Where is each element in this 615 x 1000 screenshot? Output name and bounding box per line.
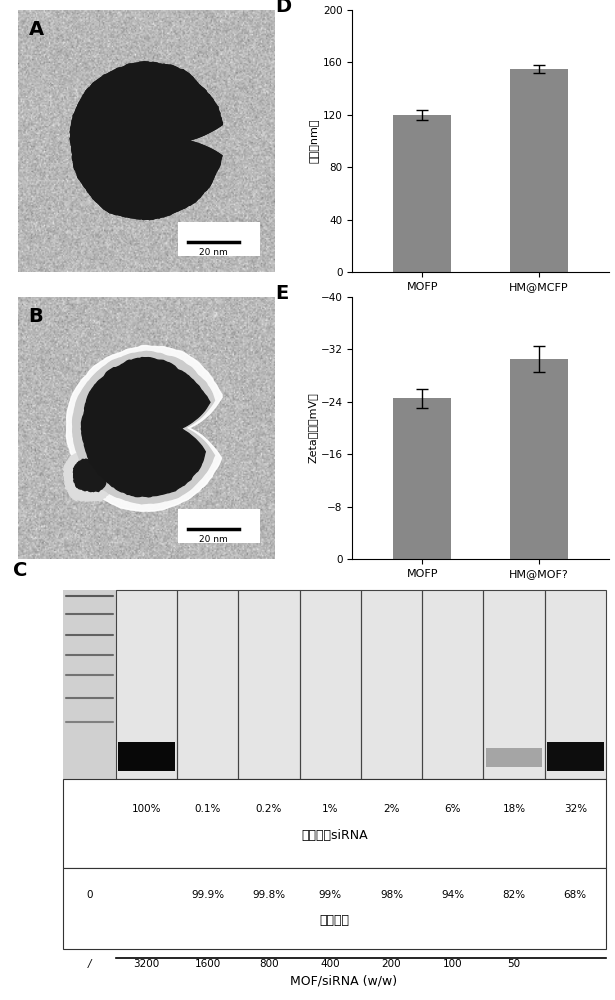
Text: 68%: 68% — [564, 890, 587, 900]
Polygon shape — [66, 346, 222, 511]
Bar — [63, 779, 606, 868]
Text: 50: 50 — [507, 959, 520, 969]
Text: 3200: 3200 — [133, 959, 160, 969]
Text: 100%: 100% — [132, 804, 161, 814]
Text: 99.8%: 99.8% — [252, 890, 285, 900]
Text: 0.2%: 0.2% — [256, 804, 282, 814]
Text: 32%: 32% — [564, 804, 587, 814]
Bar — [422, 590, 483, 779]
Bar — [177, 590, 239, 779]
Bar — [116, 590, 177, 779]
Bar — [118, 742, 175, 771]
Text: 94%: 94% — [441, 890, 464, 900]
Text: 99%: 99% — [319, 890, 342, 900]
Text: 98%: 98% — [380, 890, 403, 900]
Text: 1600: 1600 — [194, 959, 221, 969]
Text: MOF/siRNA (w/w): MOF/siRNA (w/w) — [290, 975, 397, 988]
Text: B: B — [29, 307, 44, 326]
Bar — [63, 590, 116, 779]
Bar — [545, 590, 606, 779]
Text: 2%: 2% — [383, 804, 400, 814]
Bar — [510, 359, 568, 559]
Y-axis label: Zeta电位（mV）: Zeta电位（mV） — [308, 393, 318, 463]
Text: 82%: 82% — [502, 890, 526, 900]
Bar — [178, 509, 260, 543]
Polygon shape — [73, 351, 215, 504]
Ellipse shape — [103, 73, 200, 167]
Text: A: A — [29, 20, 44, 39]
Text: 0: 0 — [86, 890, 92, 900]
Text: 上清中的siRNA: 上清中的siRNA — [301, 829, 368, 842]
Text: 100: 100 — [443, 959, 462, 969]
Bar — [483, 590, 545, 779]
Text: 800: 800 — [259, 959, 279, 969]
Bar — [63, 590, 606, 779]
Polygon shape — [70, 62, 223, 220]
Text: D: D — [275, 0, 292, 16]
Bar — [239, 590, 300, 779]
Bar — [393, 398, 451, 559]
Text: 1%: 1% — [322, 804, 338, 814]
Bar — [300, 590, 361, 779]
Text: 99.9%: 99.9% — [191, 890, 224, 900]
Text: 20 nm: 20 nm — [199, 535, 228, 544]
Bar — [510, 69, 568, 272]
Text: 负载效率: 负载效率 — [319, 914, 349, 927]
Text: /: / — [87, 959, 91, 969]
Text: E: E — [275, 284, 288, 303]
Bar — [178, 222, 260, 256]
Y-axis label: 尺寸（nm）: 尺寸（nm） — [310, 119, 320, 163]
Polygon shape — [81, 358, 210, 497]
Bar — [361, 590, 422, 779]
Text: 6%: 6% — [445, 804, 461, 814]
Text: 20 nm: 20 nm — [199, 248, 228, 257]
Bar — [393, 115, 451, 272]
Polygon shape — [66, 346, 222, 511]
Bar — [486, 748, 542, 767]
Text: 0.1%: 0.1% — [194, 804, 221, 814]
Text: 18%: 18% — [502, 804, 526, 814]
Bar — [547, 742, 603, 771]
Text: 400: 400 — [320, 959, 340, 969]
Bar — [63, 868, 606, 949]
Polygon shape — [70, 62, 223, 220]
Text: 200: 200 — [382, 959, 402, 969]
Text: C: C — [12, 561, 27, 580]
Polygon shape — [63, 448, 116, 501]
Polygon shape — [73, 459, 106, 492]
